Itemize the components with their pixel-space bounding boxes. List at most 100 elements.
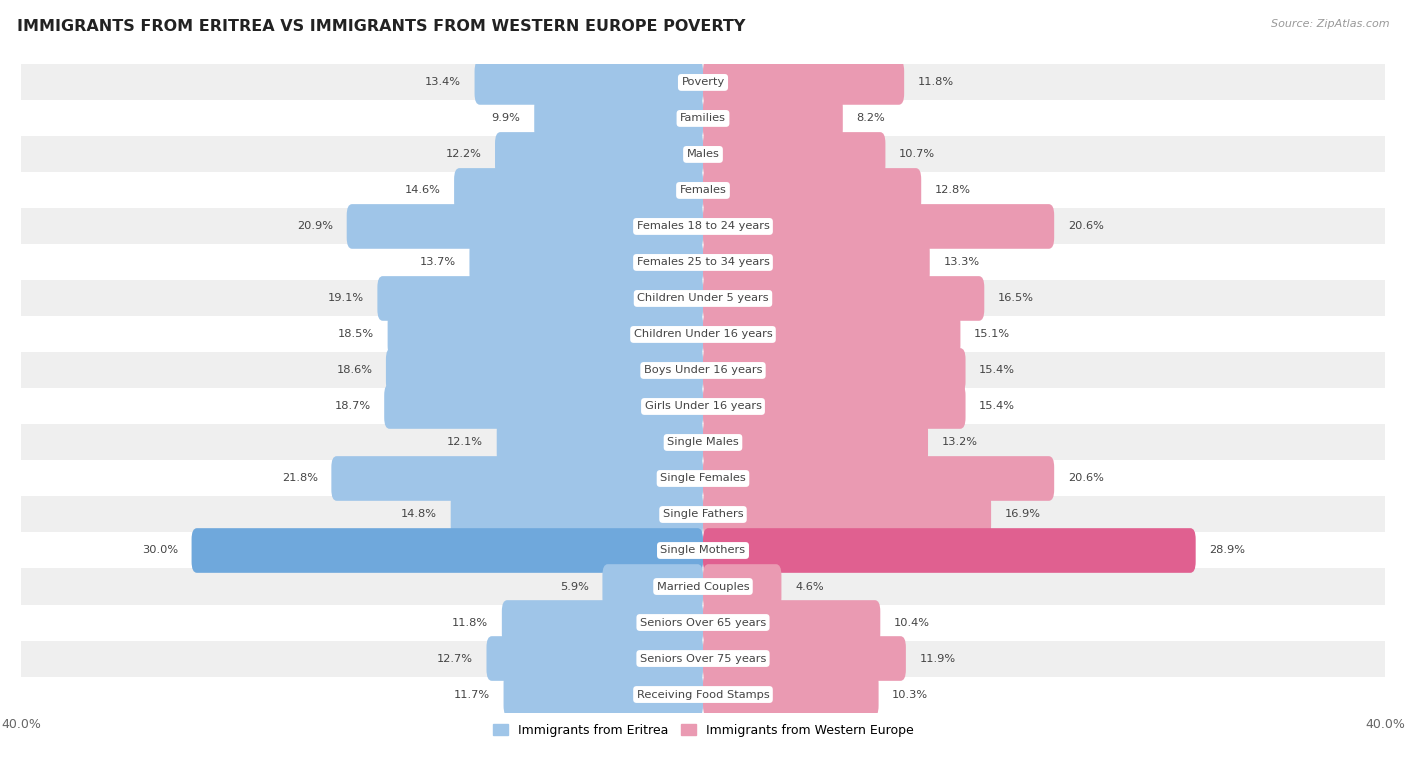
Text: 16.9%: 16.9% xyxy=(1005,509,1040,519)
FancyBboxPatch shape xyxy=(385,348,703,393)
Text: 13.7%: 13.7% xyxy=(419,258,456,268)
Text: Single Males: Single Males xyxy=(666,437,740,447)
Text: 21.8%: 21.8% xyxy=(281,474,318,484)
Bar xyxy=(21,568,1385,604)
FancyBboxPatch shape xyxy=(703,96,842,141)
Text: Seniors Over 75 years: Seniors Over 75 years xyxy=(640,653,766,663)
FancyBboxPatch shape xyxy=(454,168,703,213)
Text: 14.6%: 14.6% xyxy=(405,186,440,196)
Text: Females: Females xyxy=(679,186,727,196)
Bar xyxy=(21,208,1385,244)
FancyBboxPatch shape xyxy=(703,168,921,213)
FancyBboxPatch shape xyxy=(502,600,703,645)
Text: Seniors Over 65 years: Seniors Over 65 years xyxy=(640,618,766,628)
FancyBboxPatch shape xyxy=(347,204,703,249)
Text: Males: Males xyxy=(686,149,720,159)
FancyBboxPatch shape xyxy=(703,132,886,177)
FancyBboxPatch shape xyxy=(602,564,703,609)
Text: 15.4%: 15.4% xyxy=(979,402,1015,412)
Text: 11.9%: 11.9% xyxy=(920,653,956,663)
FancyBboxPatch shape xyxy=(703,204,1054,249)
FancyBboxPatch shape xyxy=(377,276,703,321)
Text: 18.7%: 18.7% xyxy=(335,402,371,412)
Bar xyxy=(21,676,1385,713)
FancyBboxPatch shape xyxy=(703,60,904,105)
Bar xyxy=(21,352,1385,388)
Text: 11.8%: 11.8% xyxy=(918,77,953,87)
FancyBboxPatch shape xyxy=(191,528,703,573)
Text: 9.9%: 9.9% xyxy=(492,114,520,124)
Bar xyxy=(21,532,1385,568)
Text: 30.0%: 30.0% xyxy=(142,546,179,556)
Text: 16.5%: 16.5% xyxy=(998,293,1033,303)
Text: 10.4%: 10.4% xyxy=(894,618,929,628)
Text: 18.5%: 18.5% xyxy=(337,330,374,340)
Text: 11.7%: 11.7% xyxy=(454,690,489,700)
Text: 15.1%: 15.1% xyxy=(974,330,1010,340)
Text: IMMIGRANTS FROM ERITREA VS IMMIGRANTS FROM WESTERN EUROPE POVERTY: IMMIGRANTS FROM ERITREA VS IMMIGRANTS FR… xyxy=(17,19,745,34)
Bar xyxy=(21,460,1385,496)
Text: 12.8%: 12.8% xyxy=(935,186,972,196)
FancyBboxPatch shape xyxy=(503,672,703,717)
Text: 12.1%: 12.1% xyxy=(447,437,484,447)
Text: 8.2%: 8.2% xyxy=(856,114,886,124)
Text: 4.6%: 4.6% xyxy=(794,581,824,591)
Bar xyxy=(21,316,1385,352)
Text: Single Females: Single Females xyxy=(661,474,745,484)
FancyBboxPatch shape xyxy=(470,240,703,285)
Text: Receiving Food Stamps: Receiving Food Stamps xyxy=(637,690,769,700)
Text: Boys Under 16 years: Boys Under 16 years xyxy=(644,365,762,375)
FancyBboxPatch shape xyxy=(384,384,703,429)
Text: 15.4%: 15.4% xyxy=(979,365,1015,375)
Text: 20.6%: 20.6% xyxy=(1067,221,1104,231)
Text: 12.7%: 12.7% xyxy=(437,653,472,663)
Text: 28.9%: 28.9% xyxy=(1209,546,1246,556)
FancyBboxPatch shape xyxy=(534,96,703,141)
Bar xyxy=(21,244,1385,280)
Text: Single Fathers: Single Fathers xyxy=(662,509,744,519)
Text: Children Under 5 years: Children Under 5 years xyxy=(637,293,769,303)
FancyBboxPatch shape xyxy=(451,492,703,537)
Text: Girls Under 16 years: Girls Under 16 years xyxy=(644,402,762,412)
FancyBboxPatch shape xyxy=(486,636,703,681)
FancyBboxPatch shape xyxy=(703,672,879,717)
FancyBboxPatch shape xyxy=(703,456,1054,501)
Text: 13.2%: 13.2% xyxy=(942,437,977,447)
Text: 19.1%: 19.1% xyxy=(328,293,364,303)
FancyBboxPatch shape xyxy=(703,636,905,681)
Bar xyxy=(21,172,1385,208)
FancyBboxPatch shape xyxy=(703,528,1195,573)
Text: Females 25 to 34 years: Females 25 to 34 years xyxy=(637,258,769,268)
FancyBboxPatch shape xyxy=(703,348,966,393)
FancyBboxPatch shape xyxy=(495,132,703,177)
FancyBboxPatch shape xyxy=(332,456,703,501)
Bar xyxy=(21,64,1385,100)
Text: 13.3%: 13.3% xyxy=(943,258,980,268)
Legend: Immigrants from Eritrea, Immigrants from Western Europe: Immigrants from Eritrea, Immigrants from… xyxy=(488,719,918,742)
FancyBboxPatch shape xyxy=(703,312,960,357)
FancyBboxPatch shape xyxy=(703,420,928,465)
Text: 20.6%: 20.6% xyxy=(1067,474,1104,484)
Bar xyxy=(21,424,1385,460)
Text: Source: ZipAtlas.com: Source: ZipAtlas.com xyxy=(1271,19,1389,29)
FancyBboxPatch shape xyxy=(703,276,984,321)
Text: 10.3%: 10.3% xyxy=(893,690,928,700)
Text: 5.9%: 5.9% xyxy=(560,581,589,591)
Bar xyxy=(21,641,1385,676)
Text: Married Couples: Married Couples xyxy=(657,581,749,591)
FancyBboxPatch shape xyxy=(703,384,966,429)
Text: 10.7%: 10.7% xyxy=(898,149,935,159)
Text: 11.8%: 11.8% xyxy=(453,618,488,628)
Text: Females 18 to 24 years: Females 18 to 24 years xyxy=(637,221,769,231)
Text: 13.4%: 13.4% xyxy=(425,77,461,87)
Bar xyxy=(21,136,1385,172)
Text: Single Mothers: Single Mothers xyxy=(661,546,745,556)
Text: 12.2%: 12.2% xyxy=(446,149,481,159)
Bar xyxy=(21,100,1385,136)
Bar xyxy=(21,388,1385,424)
Text: Families: Families xyxy=(681,114,725,124)
FancyBboxPatch shape xyxy=(703,600,880,645)
Text: 14.8%: 14.8% xyxy=(401,509,437,519)
Text: 18.6%: 18.6% xyxy=(336,365,373,375)
Text: 20.9%: 20.9% xyxy=(297,221,333,231)
